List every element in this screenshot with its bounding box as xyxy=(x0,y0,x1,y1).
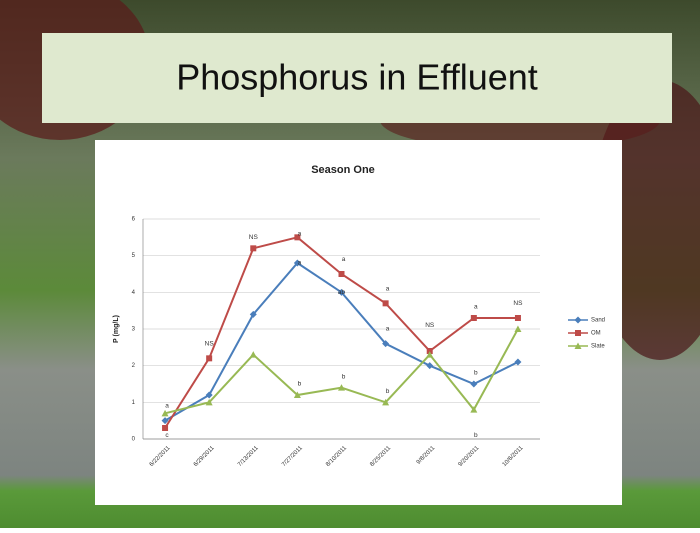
annotation: b xyxy=(474,370,478,377)
annotation: NS xyxy=(205,340,215,347)
annotation: NS xyxy=(249,234,259,241)
legend-marker xyxy=(575,330,581,336)
legend-label: Sand xyxy=(591,318,605,324)
slide-title: Phosphorus in Effluent xyxy=(176,57,538,98)
marker xyxy=(250,245,256,251)
annotation: a xyxy=(298,260,302,267)
y-axis-label: P (mg/L) xyxy=(113,315,120,343)
marker xyxy=(339,271,345,277)
annotation: a xyxy=(474,304,478,311)
annotation: b xyxy=(474,432,478,439)
annotation: a xyxy=(386,285,390,292)
marker xyxy=(383,300,389,306)
annotation: NS xyxy=(425,322,435,329)
marker xyxy=(206,355,212,361)
annotation: b xyxy=(342,373,346,380)
marker xyxy=(471,315,477,321)
slide: Phosphorus in Effluent Season One P (mg/… xyxy=(0,0,700,528)
marker xyxy=(162,425,168,431)
annotation: a xyxy=(342,256,346,263)
legend-label: Slate xyxy=(591,344,605,350)
annotation: ab xyxy=(338,289,346,296)
annotation: a xyxy=(298,230,302,237)
annotation: b xyxy=(298,381,302,388)
marker xyxy=(515,315,521,321)
annotation: NS xyxy=(513,300,523,307)
legend-label: OM xyxy=(591,331,601,337)
page: Phosphorus in Effluent Season One P (mg/… xyxy=(0,0,700,533)
annotation: a xyxy=(386,326,390,333)
chart-title: Season One xyxy=(311,164,375,176)
annotation: a xyxy=(165,403,169,410)
chart-area xyxy=(95,140,622,505)
annotation: b xyxy=(386,388,390,395)
